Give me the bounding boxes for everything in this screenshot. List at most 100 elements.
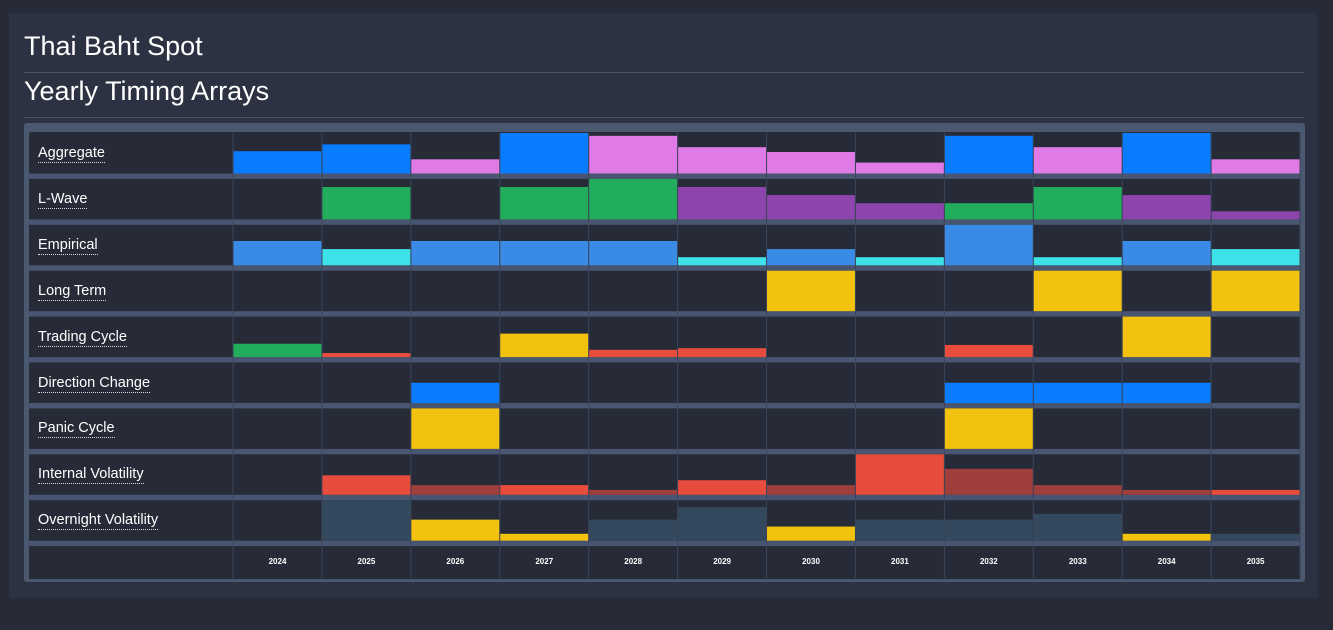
- timing-bar: [411, 382, 500, 403]
- row-label[interactable]: Empirical: [38, 236, 98, 255]
- year-tick-label: 2028: [624, 557, 643, 566]
- row-label[interactable]: Direction Change: [38, 374, 151, 393]
- timing-bar: [855, 162, 944, 174]
- timing-bar: [767, 249, 855, 266]
- row-separator: [29, 494, 1300, 501]
- timing-bar: [411, 519, 500, 541]
- timing-bar: [500, 133, 589, 174]
- timing-bar: [1033, 270, 1122, 312]
- row-separator: [29, 173, 1300, 179]
- timing-bar: [855, 257, 944, 266]
- timing-bar: [500, 485, 589, 495]
- year-tick-label: 2031: [891, 557, 909, 566]
- timing-bar: [411, 241, 500, 266]
- timing-bar: [678, 257, 767, 266]
- row-label[interactable]: Overnight Volatility: [38, 512, 159, 531]
- timing-bar: [1033, 485, 1122, 495]
- row-background: [29, 546, 1300, 580]
- year-tick-label: 2024: [268, 557, 287, 566]
- row-label[interactable]: Long Term: [38, 282, 107, 301]
- timing-bar: [589, 349, 678, 358]
- timing-bar: [944, 519, 1033, 541]
- divider: [24, 117, 1304, 118]
- year-tick-label: 2035: [1246, 557, 1265, 566]
- timing-bar: [944, 135, 1033, 174]
- timing-bar: [767, 152, 855, 174]
- row-label[interactable]: Internal Volatility: [38, 466, 144, 485]
- timing-bar: [589, 135, 678, 174]
- timing-bar: [322, 475, 411, 495]
- timing-bar: [322, 249, 411, 266]
- timing-bar: [678, 348, 767, 358]
- row-separator: [29, 219, 1300, 225]
- timing-bar: [322, 144, 411, 174]
- row-background: [29, 408, 1300, 449]
- timing-bar: [1211, 533, 1300, 541]
- timing-bar: [944, 408, 1033, 449]
- year-tick-label: 2030: [802, 557, 820, 566]
- timing-bar: [767, 270, 855, 312]
- row-label[interactable]: Trading Cycle: [38, 328, 127, 347]
- timing-bar: [678, 187, 767, 220]
- row-separator: [29, 265, 1300, 271]
- timing-bar: [500, 333, 589, 358]
- year-tick-label: 2026: [446, 557, 465, 566]
- timing-bar: [589, 241, 678, 266]
- row-separator: [29, 540, 1300, 547]
- year-tick-label: 2033: [1068, 557, 1087, 566]
- timing-bar: [944, 224, 1033, 266]
- timing-bar: [1033, 382, 1122, 403]
- page-title: Thai Baht Spot: [24, 31, 203, 61]
- timing-bar: [767, 485, 855, 495]
- timing-bar: [855, 203, 944, 220]
- timing-bar: [1122, 195, 1211, 220]
- timing-bar: [322, 187, 411, 220]
- timing-bar: [1211, 211, 1300, 220]
- timing-bar: [944, 203, 1033, 220]
- timing-bar: [678, 480, 767, 495]
- year-tick-label: 2027: [535, 557, 554, 566]
- timing-bar: [322, 353, 411, 358]
- timing-bar: [500, 241, 589, 266]
- timing-bar: [500, 187, 589, 220]
- timing-bar: [855, 519, 944, 541]
- row-label[interactable]: L-Wave: [38, 190, 88, 209]
- timing-bar: [1211, 489, 1300, 495]
- timing-bar: [944, 468, 1033, 495]
- timing-bar: [1122, 133, 1211, 174]
- timing-bar: [678, 147, 767, 174]
- timing-bar: [589, 519, 678, 541]
- page-subtitle: Yearly Timing Arrays: [24, 76, 270, 106]
- timing-bar: [233, 343, 322, 358]
- timing-bar: [1122, 241, 1211, 266]
- timing-bar: [1211, 270, 1300, 312]
- timing-bar: [1122, 533, 1211, 541]
- row-label[interactable]: Aggregate: [38, 145, 105, 163]
- timing-bar: [944, 344, 1033, 358]
- row-separator: [29, 311, 1300, 317]
- timing-bar: [1211, 249, 1300, 266]
- timing-bar: [233, 151, 322, 174]
- timing-bar: [233, 241, 322, 266]
- timing-bar: [322, 500, 411, 541]
- row-label[interactable]: Panic Cycle: [38, 420, 115, 439]
- timing-bar: [500, 533, 589, 541]
- row-separator: [29, 448, 1300, 455]
- timing-bar: [1033, 187, 1122, 220]
- year-tick-label: 2029: [713, 557, 731, 566]
- timing-bar: [944, 382, 1033, 403]
- timing-bar: [767, 195, 855, 220]
- timing-bar: [678, 507, 767, 541]
- timing-bar: [1033, 257, 1122, 266]
- timing-bar: [411, 485, 500, 495]
- timing-bar: [767, 526, 855, 541]
- timing-bar: [411, 408, 500, 449]
- timing-bar: [589, 489, 678, 495]
- timing-bar: [1122, 316, 1211, 358]
- row-separator: [29, 357, 1300, 363]
- timing-bar: [411, 159, 500, 174]
- timing-bar: [855, 454, 944, 495]
- timing-bar: [1122, 382, 1211, 403]
- timing-bar: [1033, 513, 1122, 541]
